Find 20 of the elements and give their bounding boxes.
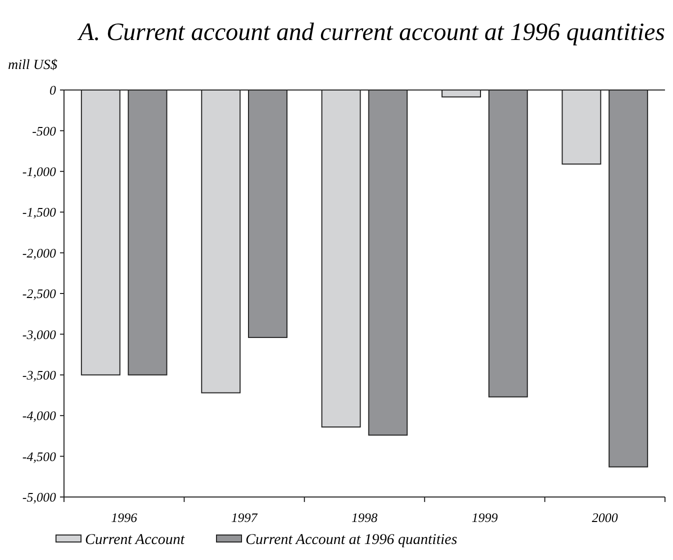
y-tick-label: -3,000 bbox=[22, 326, 56, 342]
x-tick-label: 2000 bbox=[592, 510, 618, 525]
x-tick-label: 1999 bbox=[472, 510, 498, 525]
x-tick-label: 1997 bbox=[231, 510, 258, 525]
y-tick-label: 0 bbox=[50, 82, 56, 98]
y-tick-label: -3,500 bbox=[22, 367, 56, 382]
legend-label: Current Account at 1996 quantities bbox=[246, 532, 458, 548]
y-tick-label: -5,000 bbox=[22, 490, 56, 505]
y-tick-label: -2,000 bbox=[22, 245, 56, 260]
chart-title: A. Current account and current account at 1996 quantities bbox=[76, 19, 665, 46]
legend-label: Current Account bbox=[85, 532, 186, 548]
y-tick-label: -2,500 bbox=[22, 286, 56, 302]
y-tick-label: -4,500 bbox=[22, 448, 56, 464]
x-tick-label: 1996 bbox=[111, 510, 138, 525]
y-tick-label: -1,500 bbox=[22, 204, 56, 220]
y-tick-label: -4,000 bbox=[22, 408, 56, 424]
y-axis-title: mill US$ bbox=[8, 58, 58, 73]
y-tick-label: -1,000 bbox=[22, 164, 56, 179]
x-tick-label: 1998 bbox=[352, 510, 378, 525]
y-tick-label: -500 bbox=[32, 123, 56, 138]
